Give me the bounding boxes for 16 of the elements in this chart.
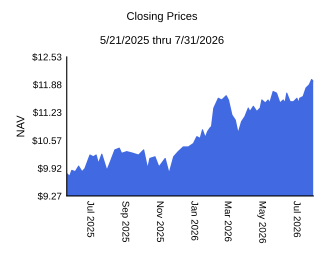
y-axis-title: NAV xyxy=(16,115,24,137)
x-tick-label: Jan 2026 xyxy=(191,200,198,240)
x-tick-label: Jul 2025 xyxy=(87,200,94,238)
x-tick-label: May 2026 xyxy=(257,202,266,244)
chart-title: Closing Prices xyxy=(127,12,198,22)
x-tick-label: Nov 2025 xyxy=(156,202,164,242)
y-tick-label: $9.92 xyxy=(38,164,62,172)
x-tick-label: Jul 2026 xyxy=(294,200,301,238)
y-tick-label: $12.53 xyxy=(32,53,62,62)
x-tick-label: Mar 2026 xyxy=(224,202,232,242)
y-tick-label: $11.88 xyxy=(32,80,62,89)
x-tick-label: Sep 2025 xyxy=(120,201,130,242)
y-tick-label: $11.23 xyxy=(32,108,62,117)
y-tick-label: $10.57 xyxy=(32,136,62,145)
y-tick-label: $9.27 xyxy=(38,192,62,200)
chart-subtitle: 5/21/2025 thru 7/31/2026 xyxy=(100,36,224,44)
